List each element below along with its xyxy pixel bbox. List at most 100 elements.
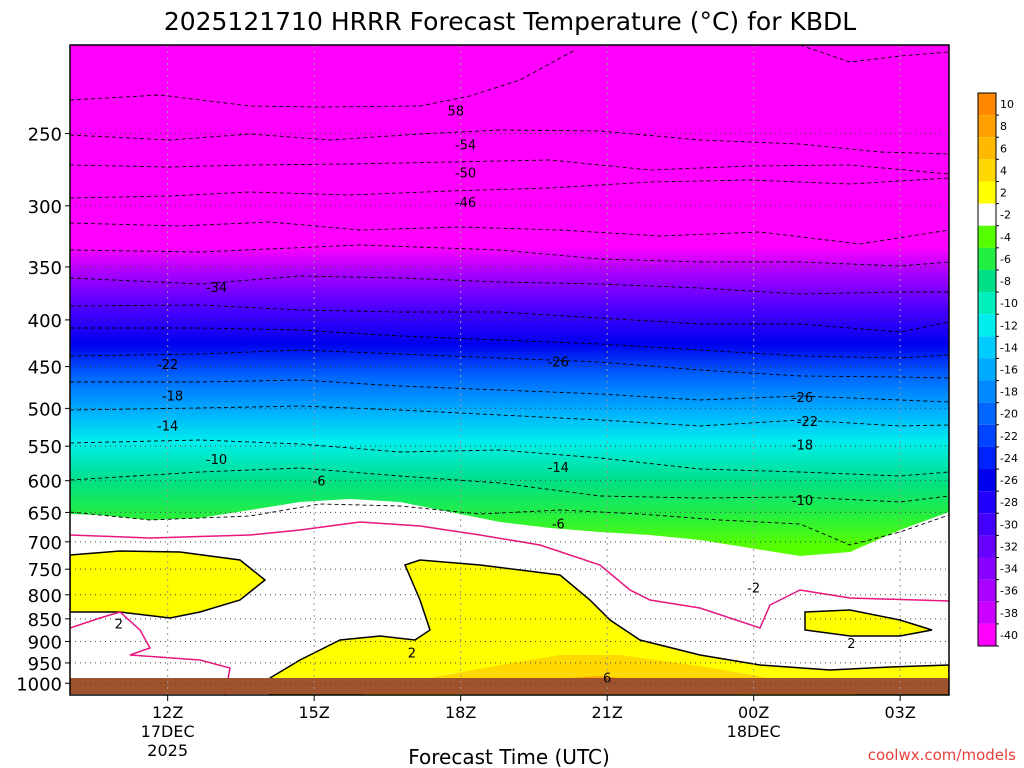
contour-label: 2 — [847, 637, 855, 652]
colorbar-swatch — [978, 203, 996, 226]
y-tick-label: 950 — [28, 654, 62, 675]
contour-label: -6 — [552, 517, 565, 532]
y-tick-label: 600 — [28, 472, 62, 493]
contour-label: -34 — [206, 281, 227, 296]
y-tick-label: 700 — [28, 533, 62, 554]
colorbar-label: -28 — [1000, 496, 1018, 509]
colorbar-label: -18 — [1000, 386, 1018, 399]
colorbar-swatch — [978, 269, 996, 293]
y-tick-label: 900 — [28, 632, 62, 653]
warm-layer-center — [269, 559, 949, 695]
pressure-axis: 2503003504004505005506006507007508008509… — [16, 124, 70, 695]
colorbar-swatch — [978, 535, 996, 558]
y-tick-label: 1000 — [16, 674, 62, 695]
x-tick-label: 00Z — [738, 703, 769, 722]
colorbar-swatch — [978, 181, 996, 204]
grid-lines — [70, 45, 949, 695]
colorbar-label: -34 — [1000, 563, 1018, 576]
y-tick-label: 550 — [28, 437, 62, 458]
colorbar-label: -2 — [1000, 209, 1011, 222]
colorbar-label: 2 — [1000, 187, 1007, 200]
contour-label: -22 — [157, 358, 178, 373]
colorbar-swatch — [978, 402, 996, 425]
colorbar-label: -4 — [1000, 231, 1011, 244]
colorbar-label: 6 — [1000, 142, 1007, 155]
colorbar-label: -40 — [1000, 629, 1018, 642]
colorbar-swatch — [978, 358, 996, 381]
colorbar-swatch — [978, 424, 996, 447]
contour-label: -14 — [548, 461, 569, 476]
colorbar-swatch — [978, 336, 996, 359]
y-tick-label: 850 — [28, 610, 62, 631]
contour-labels: 58-54-50-46-34-22-18-14-10-6-26-26-22-18… — [115, 105, 856, 687]
colorbar-label: -32 — [1000, 540, 1018, 553]
x-axis-label: Forecast Time (UTC) — [408, 745, 610, 768]
plot-border — [69, 44, 950, 696]
colorbar-label: -10 — [1000, 297, 1018, 310]
x-tick-label: 12Z — [152, 703, 183, 722]
contour-label: -18 — [792, 439, 813, 454]
contour-label: -26 — [792, 391, 813, 406]
colorbar-label: 8 — [1000, 120, 1007, 133]
isotherm-contours — [70, 45, 949, 546]
x-tick-label: 15Z — [299, 703, 330, 722]
colorbar-label: -36 — [1000, 585, 1018, 598]
colorbar-swatch — [978, 292, 996, 315]
colorbar-swatch — [978, 557, 996, 580]
contour-label: -2 — [747, 581, 760, 596]
colorbar-label: -8 — [1000, 275, 1011, 288]
chart-title: 2025121710 HRRR Forecast Temperature (°C… — [164, 7, 856, 36]
credit-link[interactable]: coolwx.com/models — [868, 746, 1016, 764]
contour-label: -54 — [455, 138, 476, 153]
colorbar-label: -12 — [1000, 319, 1018, 332]
colorbar-swatch — [978, 579, 996, 602]
y-tick-label: 800 — [28, 586, 62, 607]
colorbar-label: -6 — [1000, 253, 1011, 266]
colorbar-label: 4 — [1000, 164, 1007, 177]
x-date-label: 17DEC — [141, 722, 195, 741]
x-year-label: 2025 — [147, 741, 188, 760]
colorbar-label: -24 — [1000, 452, 1018, 465]
contour-label: -6 — [313, 475, 326, 490]
y-tick-label: 450 — [28, 358, 62, 379]
colorbar-label: -30 — [1000, 518, 1018, 531]
x-tick-label: 03Z — [885, 703, 916, 722]
colorbar-swatch — [978, 623, 996, 646]
x-tick-label: 21Z — [592, 703, 623, 722]
colorbar-swatch — [978, 380, 996, 403]
colorbar-swatch — [978, 601, 996, 624]
y-tick-label: 250 — [28, 124, 62, 145]
y-tick-label: 300 — [28, 197, 62, 218]
colorbar-swatch — [978, 491, 996, 514]
colorbar-swatch — [978, 446, 996, 470]
color-legend: 10 8 6 4 2 -2 -4 -6 -8 -10 -12 -14 -16 -18 -20 -22 -24 -2… — [977, 92, 1018, 647]
colorbar-label: -38 — [1000, 607, 1018, 620]
x-date-label: 18DEC — [727, 722, 781, 741]
contour-label: -26 — [548, 355, 569, 370]
colorbar-border — [977, 92, 997, 647]
x-tick-label: 18Z — [445, 703, 476, 722]
contour-label: 2 — [408, 646, 416, 661]
colorbar-swatch — [978, 137, 996, 160]
ground-surface — [70, 678, 949, 694]
y-tick-label: 500 — [28, 399, 62, 420]
colorbar-swatch — [978, 159, 996, 182]
contour-label: -46 — [455, 196, 476, 211]
colorbar-swatch — [978, 314, 996, 337]
contour-label: -10 — [206, 453, 227, 468]
colorbar-label: -20 — [1000, 408, 1018, 421]
colorbar-swatch — [978, 513, 996, 536]
freezing-contour — [70, 521, 949, 629]
freezing-contour-lower — [70, 611, 231, 695]
y-tick-label: 750 — [28, 560, 62, 581]
y-tick-label: 650 — [28, 503, 62, 524]
colorbar-swatch — [978, 469, 996, 492]
colorbar-swatch — [978, 115, 996, 138]
colorbar-label: -26 — [1000, 474, 1018, 487]
colorbar-label: -22 — [1000, 430, 1018, 443]
warm-layer-right — [804, 609, 933, 637]
contour-label: -14 — [157, 419, 178, 434]
contour-label: 58 — [448, 105, 465, 120]
